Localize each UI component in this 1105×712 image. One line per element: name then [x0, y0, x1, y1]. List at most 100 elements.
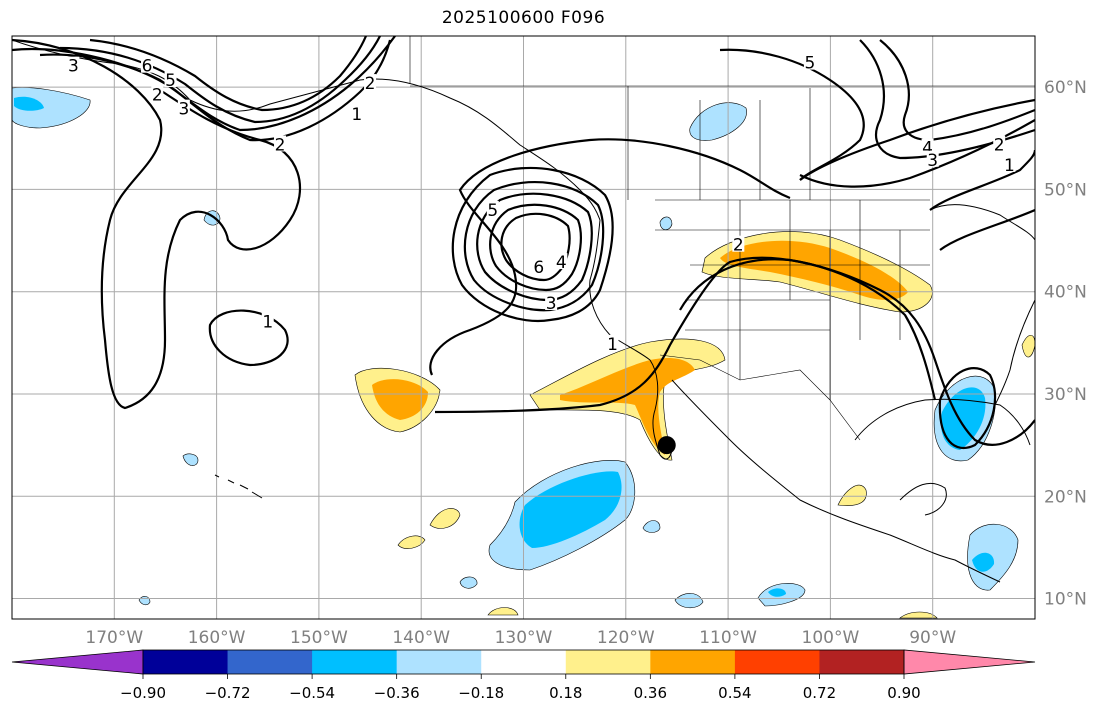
colorbar-tick-label: 0.36	[634, 684, 667, 702]
colorbar-tick-label: 0.90	[887, 684, 920, 702]
contour-east-6	[929, 149, 1035, 211]
yucatan-coast	[899, 482, 947, 516]
contour-label: 6	[142, 57, 153, 77]
lon-tick-label: 120°W	[597, 628, 655, 648]
map-title: 2025100600 F096	[441, 8, 606, 28]
lat-tick-label: 20°N	[1044, 487, 1087, 507]
contour-label-bg	[545, 293, 558, 310]
contour-label: 2	[733, 236, 744, 256]
lon-tick-label: 140°W	[392, 628, 450, 648]
contour-label: 3	[68, 57, 79, 77]
anomaly-core-baja	[560, 358, 695, 455]
anomaly-patch-small-a	[429, 508, 461, 529]
contour-label-bg	[67, 56, 80, 73]
canada-province-borders	[410, 85, 1035, 200]
contour-label: 6	[533, 258, 544, 278]
contour-low-3	[463, 180, 605, 312]
lon-tick-label: 150°W	[290, 628, 348, 648]
contour-label: 5	[165, 71, 176, 91]
lon-tick-label: 160°W	[188, 628, 246, 648]
contour-label-bg	[921, 138, 934, 155]
contour-small-low	[208, 309, 289, 367]
lat-tick-label: 50°N	[1044, 180, 1087, 200]
contour-label-bg	[926, 150, 939, 167]
anomaly-patch-small-3	[659, 216, 673, 231]
contour-label-bg	[164, 71, 177, 88]
anomaly-core-small	[768, 588, 786, 597]
contour-label: 1	[351, 105, 362, 125]
coastlines	[12, 39, 1035, 583]
colorbar-segment	[312, 650, 398, 674]
alaska-coast	[12, 39, 601, 221]
colorbar-tick-label: −0.18	[458, 684, 504, 702]
colorbar-segment	[734, 650, 820, 674]
anomaly-core-great-plains	[720, 240, 908, 300]
positive-anomaly-cores	[372, 240, 908, 455]
contours	[12, 36, 1035, 450]
map-gridlines	[12, 36, 1035, 619]
colorbar-tick-label: −0.54	[289, 684, 335, 702]
contour-label: 3	[178, 100, 189, 120]
colorbar-segment	[143, 650, 229, 674]
contour-ridge-1	[434, 256, 1035, 446]
contour-label-bg	[274, 135, 287, 152]
colorbar-tick-label: 0.18	[549, 684, 582, 702]
contour-east-4	[879, 39, 1035, 142]
lon-tick-label: 130°W	[495, 628, 553, 648]
contour-label-bg	[993, 135, 1006, 152]
contour-label: 1	[262, 312, 273, 332]
colorbar-tick-label: 0.72	[803, 684, 836, 702]
contour-label-bg	[177, 99, 190, 116]
map-frame	[11, 35, 1036, 620]
east-coast	[994, 299, 1035, 406]
contour-label: 4	[922, 139, 933, 159]
contour-label: 2	[152, 85, 163, 105]
anomaly-patch-caribbean	[967, 523, 1019, 591]
lon-tick-label: 110°W	[699, 628, 757, 648]
colorbar	[11, 649, 1036, 675]
storm-position-marker	[657, 436, 676, 455]
colorbar-tick-label: 0.54	[718, 684, 751, 702]
contour-label-bg	[606, 334, 619, 351]
colorbar-segment	[396, 650, 482, 674]
lat-tick-label: 10°N	[1044, 590, 1087, 610]
contour-low-6	[500, 212, 571, 282]
lat-tick-label: 40°N	[1044, 283, 1087, 303]
anomaly-patch-mexico	[837, 484, 867, 506]
lat-tick-label: 60°N	[1044, 78, 1087, 98]
anomaly-patch-small-5	[674, 593, 704, 609]
colorbar-extend-low	[11, 649, 144, 675]
contour-east-1	[799, 98, 1035, 181]
colorbar-frame	[142, 649, 905, 675]
hudson-coast	[929, 204, 1035, 241]
anomaly-patch-small-c	[487, 607, 519, 616]
anomaly-patch-canada	[689, 102, 747, 141]
contour-alaska-2	[39, 39, 392, 142]
contour-label-bg	[350, 104, 363, 121]
gulf-coast	[854, 398, 1031, 446]
canada-us-west-coast	[589, 219, 673, 460]
contour-low-2	[451, 166, 614, 322]
negative-anomaly-cores	[14, 96, 995, 597]
colorbar-segment	[650, 650, 736, 674]
contour-label: 3	[927, 151, 938, 171]
contour-east-5	[719, 48, 865, 181]
contour-label-bg	[803, 53, 816, 70]
lon-tick-label: 90°W	[909, 628, 956, 648]
contour-low-5	[489, 203, 582, 292]
anomaly-patch-small-2	[182, 453, 199, 466]
longitude-tick-labels: 170°W 160°W 150°W 140°W 130°W 120°W 110°W 100°W…	[85, 628, 956, 648]
contour-label: 1	[607, 335, 618, 355]
anomaly-patch-north-pacific	[12, 87, 91, 129]
contour-alaska-4	[89, 36, 368, 112]
contour-label: 4	[556, 253, 567, 273]
anomaly-core-pacific-30n	[372, 379, 428, 420]
latitude-tick-labels: 60°N 50°N 40°N 30°N 20°N 10°N	[1044, 78, 1087, 609]
contour-low-1	[429, 138, 791, 376]
contour-low-4	[476, 192, 593, 302]
anomaly-core-north-pacific	[14, 96, 44, 111]
anomaly-patch-small-d	[899, 611, 938, 619]
colorbar-segment	[565, 650, 651, 674]
colorbar-tick-label: −0.90	[120, 684, 166, 702]
